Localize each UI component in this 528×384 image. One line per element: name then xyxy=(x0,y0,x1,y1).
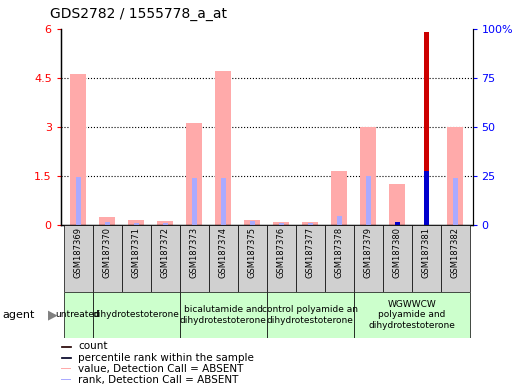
Text: GSM187377: GSM187377 xyxy=(306,227,315,278)
Text: GSM187370: GSM187370 xyxy=(102,227,111,278)
Bar xyxy=(354,292,470,338)
Bar xyxy=(180,292,267,338)
Bar xyxy=(92,225,121,292)
Bar xyxy=(360,127,376,225)
Bar xyxy=(192,178,197,225)
Bar xyxy=(61,368,71,369)
Bar xyxy=(336,216,342,225)
Bar xyxy=(267,225,296,292)
Bar xyxy=(412,225,441,292)
Text: rank, Detection Call = ABSENT: rank, Detection Call = ABSENT xyxy=(78,374,238,384)
Bar xyxy=(452,178,458,225)
Text: bicalutamide and
dihydrotestoterone: bicalutamide and dihydrotestoterone xyxy=(180,305,267,324)
Text: GDS2782 / 1555778_a_at: GDS2782 / 1555778_a_at xyxy=(50,7,227,21)
Bar xyxy=(389,184,405,225)
Text: GSM187376: GSM187376 xyxy=(277,227,286,278)
Bar xyxy=(331,171,347,225)
Text: count: count xyxy=(78,341,107,351)
Text: control polyamide an
dihydrotestoterone: control polyamide an dihydrotestoterone xyxy=(262,305,358,324)
Bar xyxy=(76,177,81,225)
Text: GSM187379: GSM187379 xyxy=(364,227,373,278)
Text: agent: agent xyxy=(3,310,35,320)
Bar xyxy=(447,127,463,225)
Bar xyxy=(186,124,202,225)
Bar xyxy=(325,225,354,292)
Bar xyxy=(296,225,325,292)
Text: GSM187373: GSM187373 xyxy=(190,227,199,278)
Text: ▶: ▶ xyxy=(48,308,57,321)
Bar xyxy=(244,220,260,225)
Bar xyxy=(423,171,429,225)
Bar xyxy=(121,225,150,292)
Text: GSM187369: GSM187369 xyxy=(73,227,82,278)
Bar xyxy=(61,346,71,347)
Text: GSM187378: GSM187378 xyxy=(335,227,344,278)
Bar xyxy=(209,225,238,292)
Bar xyxy=(273,222,289,225)
Bar xyxy=(267,292,354,338)
Text: untreated: untreated xyxy=(56,310,100,319)
Text: GSM187375: GSM187375 xyxy=(248,227,257,278)
Bar xyxy=(63,292,92,338)
Bar xyxy=(221,178,226,225)
Bar xyxy=(365,176,371,225)
Bar xyxy=(238,225,267,292)
Bar xyxy=(134,223,139,225)
Bar xyxy=(157,221,173,225)
Bar xyxy=(394,223,400,225)
Bar xyxy=(63,225,92,292)
Bar xyxy=(441,225,470,292)
Text: percentile rank within the sample: percentile rank within the sample xyxy=(78,353,254,362)
Bar xyxy=(307,223,313,225)
Bar xyxy=(163,223,168,225)
Text: GSM187380: GSM187380 xyxy=(393,227,402,278)
Bar xyxy=(180,225,209,292)
Bar xyxy=(279,223,284,225)
Bar xyxy=(302,222,318,225)
Bar xyxy=(61,379,71,380)
Bar xyxy=(99,217,115,225)
Text: GSM187382: GSM187382 xyxy=(451,227,460,278)
Bar xyxy=(150,225,180,292)
Bar xyxy=(354,225,383,292)
Bar xyxy=(215,71,231,225)
Text: value, Detection Call = ABSENT: value, Detection Call = ABSENT xyxy=(78,364,243,374)
Bar xyxy=(394,222,400,225)
Text: GSM187371: GSM187371 xyxy=(131,227,140,278)
Text: GSM187372: GSM187372 xyxy=(161,227,169,278)
Text: WGWWCW
polyamide and
dihydrotestoterone: WGWWCW polyamide and dihydrotestoterone xyxy=(368,300,455,330)
Text: GSM187374: GSM187374 xyxy=(219,227,228,278)
Bar xyxy=(423,32,429,225)
Bar xyxy=(383,225,412,292)
Text: dihydrotestoterone: dihydrotestoterone xyxy=(93,310,180,319)
Bar xyxy=(128,220,144,225)
Bar xyxy=(105,222,110,225)
Text: GSM187381: GSM187381 xyxy=(422,227,431,278)
Bar xyxy=(61,357,71,358)
Bar xyxy=(70,74,86,225)
Bar xyxy=(92,292,180,338)
Bar xyxy=(250,221,254,225)
